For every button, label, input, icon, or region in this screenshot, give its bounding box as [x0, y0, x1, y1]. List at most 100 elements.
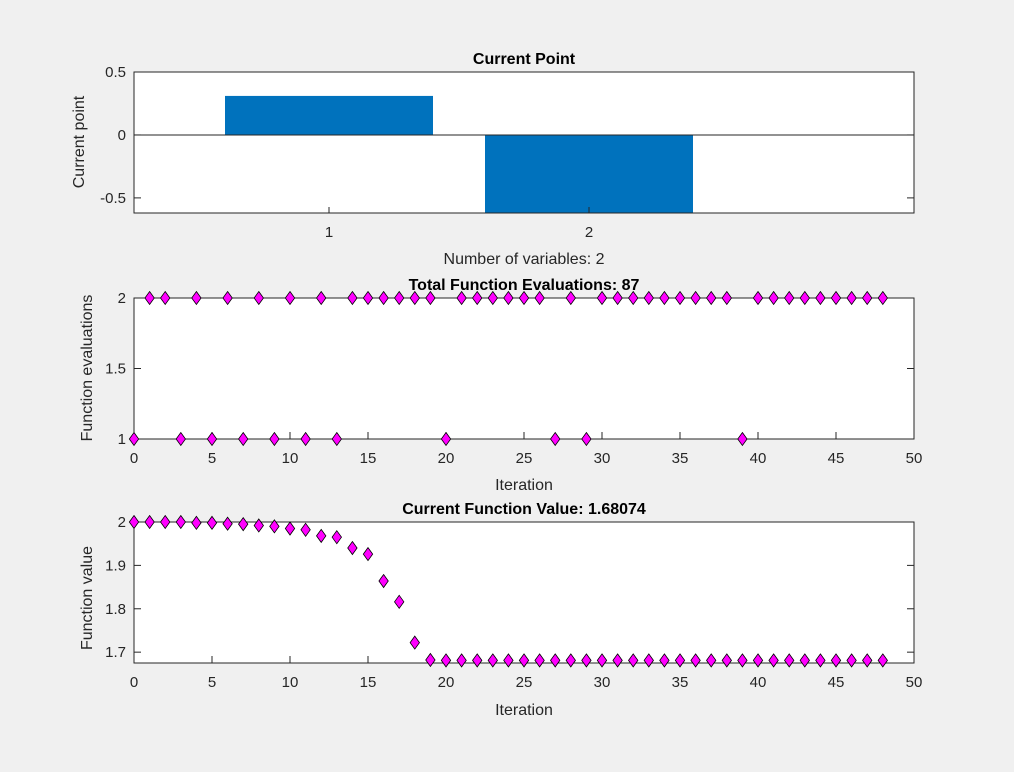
data-point — [784, 653, 795, 668]
x-axis-label: Iteration — [495, 477, 553, 494]
data-point — [706, 290, 717, 306]
data-point — [284, 521, 296, 536]
data-point — [768, 290, 779, 306]
data-point — [862, 653, 873, 668]
data-point — [206, 431, 218, 447]
data-point — [160, 290, 171, 306]
data-point — [596, 290, 608, 306]
x-tick-label: 25 — [516, 450, 533, 467]
data-point — [347, 290, 358, 306]
data-point — [128, 514, 140, 530]
data-point — [643, 653, 654, 668]
data-point — [581, 431, 592, 447]
data-point — [518, 653, 530, 668]
data-point — [628, 653, 639, 668]
data-point — [238, 431, 249, 447]
data-point — [456, 290, 467, 306]
data-point — [815, 653, 826, 668]
chart-title: Current Function Value: 1.68074 — [402, 501, 646, 518]
x-tick-label: 50 — [906, 450, 923, 467]
data-point — [721, 653, 732, 668]
data-point — [191, 290, 202, 306]
data-point — [503, 653, 514, 668]
data-point — [768, 653, 779, 668]
x-tick-label: 0 — [130, 674, 138, 691]
data-point — [862, 290, 873, 306]
data-point — [534, 653, 545, 668]
data-point — [440, 431, 452, 447]
data-point — [612, 290, 623, 306]
data-point — [253, 518, 264, 533]
bar-2 — [485, 134, 693, 213]
axes-box — [133, 71, 915, 214]
data-point — [799, 290, 810, 306]
data-point — [316, 528, 327, 544]
chart-title: Current Point — [473, 51, 576, 68]
data-point — [222, 516, 233, 531]
data-point — [378, 573, 389, 589]
data-point — [175, 431, 186, 447]
data-point — [425, 652, 436, 668]
data-point — [378, 290, 389, 306]
data-point — [830, 653, 842, 668]
data-point — [877, 653, 888, 668]
x-tick-label: 25 — [516, 674, 533, 691]
data-point — [253, 290, 264, 306]
data-point — [846, 653, 857, 668]
x-tick-label: 30 — [594, 674, 611, 691]
x-tick-label: 40 — [750, 674, 767, 691]
data-point — [456, 653, 467, 668]
data-point — [503, 290, 514, 306]
data-point — [581, 653, 592, 668]
data-point — [300, 522, 311, 537]
data-point — [659, 653, 670, 668]
x-tick-label: 35 — [672, 450, 689, 467]
x-tick-label: 5 — [208, 674, 216, 691]
data-point — [706, 653, 717, 668]
axes-background — [134, 522, 914, 663]
data-point — [487, 290, 498, 306]
bar-1 — [225, 95, 433, 135]
data-point — [643, 290, 654, 306]
x-tick-label: 15 — [360, 674, 377, 691]
x-tick-label: 45 — [828, 450, 845, 467]
data-point — [877, 290, 888, 306]
data-point — [409, 290, 420, 306]
data-point — [752, 290, 764, 306]
function-value-subplot: 0 5 10 15 20 25 30 35 40 45 50 1.7 1.8 1.9 2 Current F… — [79, 501, 922, 719]
y-tick-label: -0.5 — [100, 190, 126, 207]
data-point — [674, 653, 686, 668]
data-point — [409, 635, 420, 650]
data-point — [815, 290, 826, 306]
data-point — [550, 431, 561, 447]
x-tick-label: 45 — [828, 674, 845, 691]
current-point-subplot: 1 2 0.5 0 -0.5 Current Point Number of varia… — [71, 51, 915, 268]
data-point — [316, 290, 327, 306]
y-tick-label: 2 — [118, 290, 126, 307]
data-point — [596, 653, 608, 668]
data-point — [269, 431, 280, 447]
data-point — [518, 290, 530, 306]
x-tick-label: 40 — [750, 450, 767, 467]
x-tick-label: 2 — [585, 224, 593, 241]
x-tick-label: 50 — [906, 674, 923, 691]
data-point — [472, 653, 483, 668]
data-point — [737, 653, 748, 668]
data-point — [472, 290, 483, 306]
chart-title: Total Function Evaluations: 87 — [409, 277, 640, 294]
data-point — [737, 431, 748, 447]
y-axis-label: Function evaluations — [79, 295, 96, 442]
data-point — [222, 290, 233, 306]
x-tick-label: 1 — [325, 224, 333, 241]
data-point — [144, 514, 155, 530]
data-point — [144, 290, 155, 306]
data-point — [191, 515, 202, 531]
y-tick-label: 1.5 — [105, 361, 126, 378]
x-tick-label: 5 — [208, 450, 216, 467]
y-tick-label: 0.5 — [105, 64, 126, 81]
x-axis-label: Number of variables: 2 — [444, 251, 605, 268]
data-point — [846, 290, 857, 306]
data-point — [284, 290, 296, 306]
data-point — [752, 653, 764, 668]
data-point — [830, 290, 842, 306]
